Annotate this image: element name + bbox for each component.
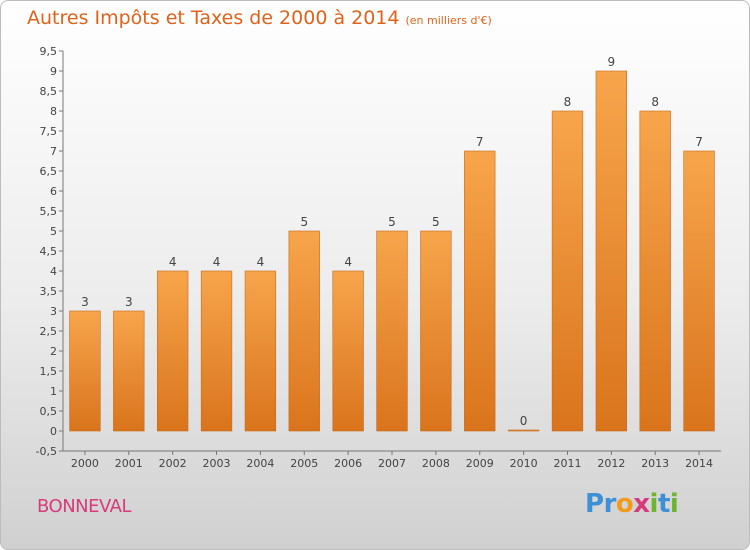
y-tick-label: 8 [50, 105, 57, 118]
y-tick-label: 1,5 [40, 365, 58, 378]
y-tick-label: 3 [50, 305, 57, 318]
chart-title: Autres Impôts et Taxes de 2000 à 2014 (en… [27, 7, 492, 29]
x-axis: 2000 2001 2002 2003 2004 2005 2006 2007 2008 2009… [63, 450, 721, 470]
bar-2005 [288, 230, 320, 432]
y-tick-label: 7,5 [40, 125, 58, 138]
x-tick-label: 2011 [553, 457, 581, 470]
data-label-2005: 5 [300, 215, 308, 229]
logo-letter: i [649, 489, 659, 519]
data-label-2000: 3 [81, 295, 89, 309]
y-tick-label: 3,5 [40, 285, 58, 298]
x-tick-label: 2001 [115, 457, 143, 470]
bar-2007 [376, 230, 408, 432]
x-tick-label: 2008 [422, 457, 450, 470]
bar-2006 [332, 270, 364, 432]
logo-letter: o [615, 489, 634, 519]
y-tick-label: 0,5 [40, 405, 58, 418]
bars [69, 70, 715, 432]
data-labels: 3 3 4 4 4 5 4 5 5 7 0 8 9 8 7 [81, 55, 703, 428]
data-label-2012: 9 [608, 55, 616, 69]
bar-2008 [420, 230, 452, 432]
x-tick-label: 2007 [378, 457, 406, 470]
chart-subtitle: (en milliers d'€) [405, 14, 492, 27]
data-label-2009: 7 [476, 135, 484, 149]
data-label-2008: 5 [432, 215, 440, 229]
data-label-2006: 4 [344, 255, 352, 269]
y-tick-label: 9,5 [40, 45, 58, 58]
y-tick-label: 9 [50, 65, 57, 78]
chart-title-text: Autres Impôts et Taxes de 2000 à 2014 [27, 7, 400, 29]
x-tick-label: 2004 [246, 457, 274, 470]
data-label-2001: 3 [125, 295, 133, 309]
bar-2004 [244, 270, 277, 432]
bar-2010 [507, 429, 540, 432]
y-tick-label: 5 [50, 225, 57, 238]
x-tick-label: 2002 [159, 457, 187, 470]
logo-letter: P [585, 489, 604, 519]
x-tick-label: 2013 [641, 457, 669, 470]
y-tick-label: 6 [50, 185, 57, 198]
x-tick-label: 2014 [685, 457, 713, 470]
location-label: BONNEVAL [37, 496, 132, 517]
y-axis: -0,5 0 0,5 1 1,5 2 2,5 3 3,5 4 4,5 5 5,5 6 6,5 7 7,5 8 8,5… [36, 45, 64, 458]
x-tick-label: 2012 [597, 457, 625, 470]
bar-2003 [200, 270, 233, 432]
y-tick-label: 1 [50, 385, 57, 398]
bar-2012 [595, 70, 627, 432]
y-tick-label: 0 [50, 425, 57, 438]
data-label-2003: 4 [213, 255, 221, 269]
bar-2002 [157, 270, 189, 432]
logo-letter: i [669, 489, 679, 519]
data-label-2007: 5 [388, 215, 396, 229]
y-tick-label: 8,5 [40, 85, 58, 98]
x-tick-label: 2000 [71, 457, 99, 470]
logo-letter: t [657, 489, 670, 519]
y-tick-label: 2,5 [40, 325, 58, 338]
y-tick-label: 2 [50, 345, 57, 358]
logo-letter: x [633, 489, 650, 519]
y-tick-label: 5,5 [40, 205, 58, 218]
data-label-2004: 4 [257, 255, 265, 269]
x-tick-label: 2005 [290, 457, 318, 470]
data-label-2014: 7 [695, 135, 703, 149]
x-tick-label: 2010 [510, 457, 538, 470]
data-label-2013: 8 [651, 95, 659, 109]
data-label-2011: 8 [564, 95, 572, 109]
x-tick-label: 2006 [334, 457, 362, 470]
data-label-2002: 4 [169, 255, 177, 269]
bar-2009 [464, 150, 496, 432]
y-tick-label: -0,5 [36, 445, 57, 458]
x-tick-label: 2009 [466, 457, 494, 470]
bar-2014 [683, 150, 715, 432]
y-tick-label: 6,5 [40, 165, 58, 178]
proxiti-logo[interactable]: Proxiti [585, 489, 679, 519]
bar-2001 [113, 310, 145, 432]
y-tick-label: 4,5 [40, 245, 58, 258]
bar-2013 [639, 110, 671, 432]
bar-2000 [69, 310, 101, 432]
y-tick-label: 4 [50, 265, 57, 278]
logo-letter: r [603, 489, 617, 519]
bar-2011 [551, 110, 584, 432]
y-tick-label: 7 [50, 145, 57, 158]
x-tick-label: 2003 [203, 457, 231, 470]
data-label-2010: 0 [520, 414, 528, 428]
